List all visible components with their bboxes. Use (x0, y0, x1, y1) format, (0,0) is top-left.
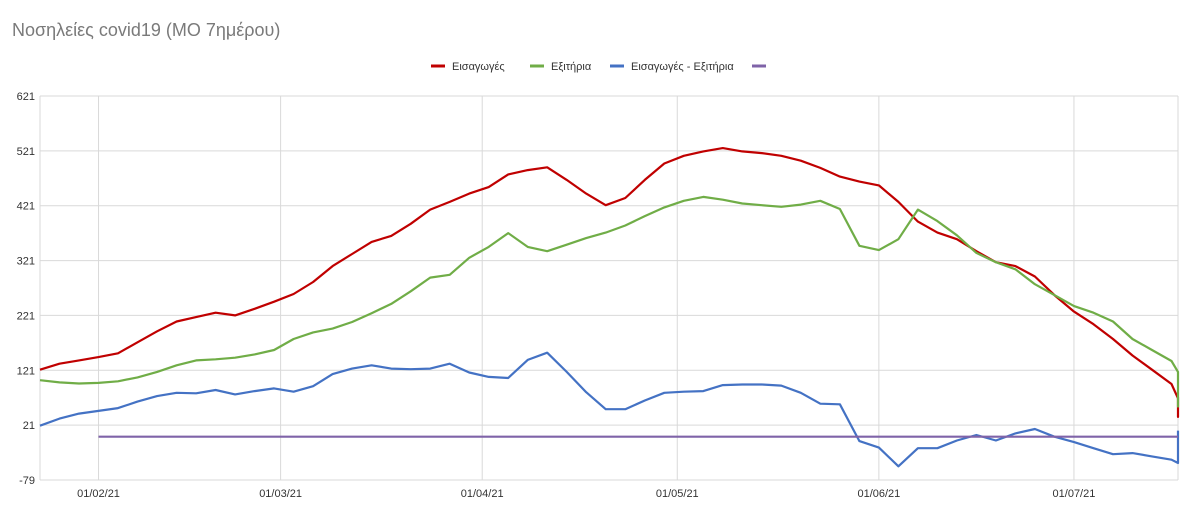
legend-label-1: Εισαγωγές (452, 61, 505, 73)
legend-label-2: Εξιτήρια (551, 61, 592, 73)
x-tick-label: 01/02/21 (77, 488, 120, 500)
chart-title: Νοσηλείες covid19 (ΜΟ 7ημέρου) (12, 20, 281, 40)
y-tick-label: -79 (19, 475, 35, 487)
x-tick-label: 01/04/21 (461, 488, 504, 500)
y-tick-label: 121 (17, 365, 35, 377)
y-tick-label: 221 (17, 310, 35, 322)
x-tick-label: 01/06/21 (857, 488, 900, 500)
series-line-3 (39, 351, 1180, 468)
y-tick-label: 521 (17, 146, 35, 158)
y-tick-label: 421 (17, 201, 35, 213)
x-tick-label: 01/03/21 (259, 488, 302, 500)
series-line-2 (39, 195, 1180, 408)
series-line-1 (39, 147, 1180, 418)
x-tick-label: 01/05/21 (656, 488, 699, 500)
y-tick-label: 321 (17, 256, 35, 268)
y-tick-label: 21 (23, 420, 35, 432)
x-tick-label: 01/07/21 (1053, 488, 1096, 500)
y-tick-label: 621 (17, 91, 35, 103)
legend-label-3: Εισαγωγές - Εξιτήρια (631, 61, 734, 73)
